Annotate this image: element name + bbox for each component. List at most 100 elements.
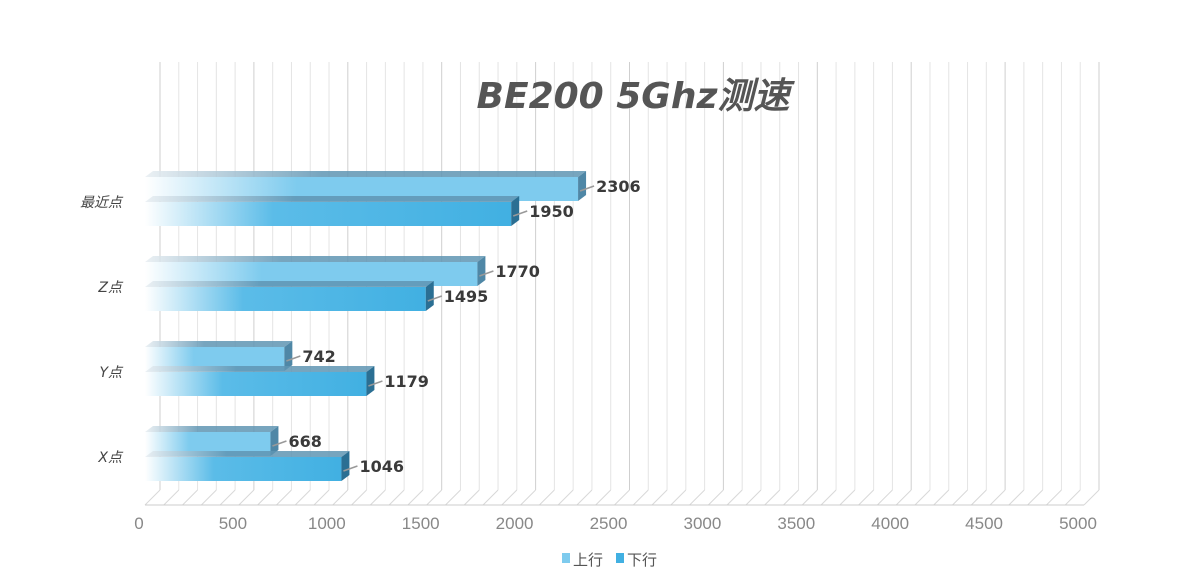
bar-down: 1179 xyxy=(145,366,429,396)
x-tick-label: 0 xyxy=(134,514,143,533)
x-tick-label: 5000 xyxy=(1059,514,1097,533)
data-label-leader xyxy=(479,270,494,277)
data-label-leader xyxy=(579,185,595,192)
bar-front-face xyxy=(145,372,367,396)
floor-line xyxy=(726,489,743,506)
bar-top-face xyxy=(145,426,279,432)
bar-front-face xyxy=(145,287,426,311)
floor-line xyxy=(370,489,386,506)
floor-line xyxy=(407,489,424,506)
floor-line xyxy=(858,489,874,506)
x-tick-label: 1500 xyxy=(402,514,440,533)
data-label: 1770 xyxy=(495,262,540,281)
data-label: 1179 xyxy=(384,372,429,391)
data-label-leader xyxy=(512,210,528,217)
floor-line xyxy=(351,489,367,506)
x-tick-label: 1000 xyxy=(308,514,346,533)
x-tick-label: 3500 xyxy=(777,514,815,533)
bar-top-face xyxy=(145,196,520,202)
bar-side-face xyxy=(366,366,375,396)
category-label: Z点 xyxy=(97,280,124,296)
data-label: 1950 xyxy=(529,202,574,221)
x-tick-label: 4500 xyxy=(965,514,1003,533)
floor-line xyxy=(952,489,968,506)
data-label: 668 xyxy=(288,432,321,451)
floor-line xyxy=(557,489,574,506)
x-tick-label: 3000 xyxy=(683,514,721,533)
floor-line xyxy=(839,489,856,506)
floor-line xyxy=(463,489,480,506)
bar-side-face xyxy=(425,281,434,311)
floor-line xyxy=(200,489,217,506)
data-label: 1495 xyxy=(444,287,489,306)
bar-side-face xyxy=(270,426,279,456)
bar-side-face xyxy=(341,451,350,481)
bar-down: 1495 xyxy=(145,281,488,311)
floor-line xyxy=(445,489,461,506)
legend-label: 下行 xyxy=(627,551,657,569)
data-label: 1046 xyxy=(359,457,404,476)
x-tick-label: 2000 xyxy=(496,514,534,533)
floor-line xyxy=(989,489,1006,506)
floor-line xyxy=(1064,489,1081,506)
floor-line xyxy=(276,489,292,506)
floor-line xyxy=(332,489,349,506)
floor-line xyxy=(764,489,781,506)
bar-side-face xyxy=(511,196,520,226)
bar-top-face xyxy=(145,341,293,347)
floor-line xyxy=(238,489,255,506)
floor-line xyxy=(313,489,330,506)
floor-line xyxy=(614,489,630,506)
chart-title: BE200 5Ghz测速 xyxy=(477,76,796,117)
category-label: 最近点 xyxy=(80,195,124,211)
floor-line xyxy=(801,489,818,506)
bar-side-face xyxy=(477,256,486,286)
bar-top-face xyxy=(145,366,375,372)
floor-line xyxy=(144,489,161,506)
bar-down: 1950 xyxy=(145,196,574,226)
floor-line xyxy=(501,489,518,506)
floor-line xyxy=(914,489,931,506)
floor-line xyxy=(163,489,180,506)
bar-front-face xyxy=(145,202,512,226)
floor-line xyxy=(219,489,236,506)
data-label-leader xyxy=(368,380,383,387)
floor-line xyxy=(388,489,405,506)
bar-side-face xyxy=(578,171,587,201)
data-label-leader xyxy=(286,355,301,362)
bar-top-face xyxy=(145,256,486,262)
legend-swatch xyxy=(616,553,624,563)
floor-line xyxy=(595,489,612,506)
category-label: X点 xyxy=(97,450,124,466)
bar-front-face xyxy=(145,457,342,481)
bar-top-face xyxy=(145,171,587,177)
floor-line xyxy=(1027,489,1044,506)
data-label-leader xyxy=(343,465,358,472)
x-tick-label: 4000 xyxy=(871,514,909,533)
legend-swatch xyxy=(562,553,570,563)
bar-top-face xyxy=(145,451,350,457)
bar-side-face xyxy=(284,341,293,371)
floor-line xyxy=(820,489,837,506)
floor-line xyxy=(933,489,950,506)
x-tick-label: 2500 xyxy=(590,514,628,533)
legend: 上行 下行 xyxy=(562,551,657,569)
floor-line xyxy=(745,489,762,506)
floor-line xyxy=(783,489,799,506)
floor-line xyxy=(182,489,198,506)
floor-line xyxy=(1046,489,1062,506)
floor-line xyxy=(257,489,274,506)
floor-line xyxy=(689,489,705,506)
bar-down: 1046 xyxy=(145,451,404,481)
floor-line xyxy=(651,489,668,506)
data-label-leader xyxy=(427,295,443,302)
floor-line xyxy=(539,489,555,506)
floor-line xyxy=(632,489,649,506)
bar-top-face xyxy=(145,281,434,287)
legend-label: 上行 xyxy=(573,551,603,569)
floor-line xyxy=(877,489,893,506)
floor-line xyxy=(426,489,443,506)
data-label-leader xyxy=(272,440,287,447)
floor-line xyxy=(482,489,499,506)
